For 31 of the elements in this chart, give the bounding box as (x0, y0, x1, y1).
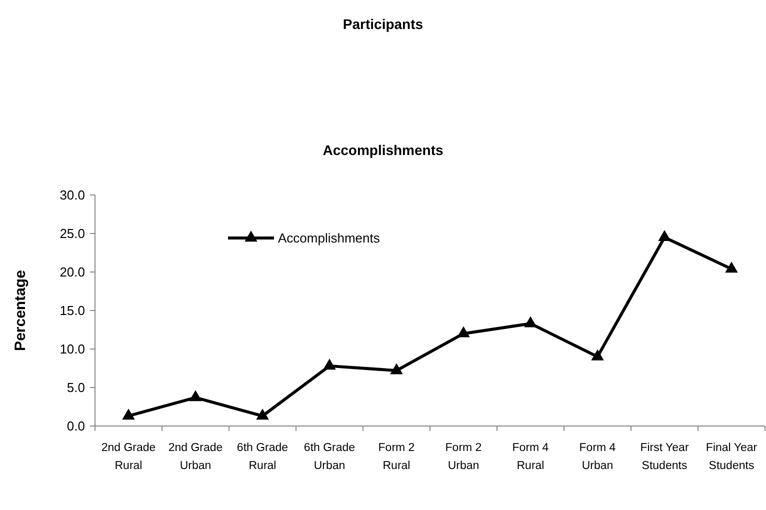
y-tick-label: 30.0 (60, 188, 85, 203)
y-tick-label: 20.0 (60, 264, 85, 280)
y-tick-label: 5.0 (66, 380, 85, 396)
point (122, 408, 135, 420)
point (256, 408, 269, 420)
chart-title: Participants (342, 16, 424, 32)
point (725, 262, 738, 273)
x-tick-label: Form 4 Urban (579, 442, 616, 472)
y-tick-label: 10.0 (60, 342, 85, 357)
x-tick-label: 6th Grade Rural (236, 442, 288, 472)
x-tick-label: Form 2 Rural (378, 442, 415, 472)
point (390, 363, 403, 374)
y-tick-label: 15.0 (60, 303, 85, 318)
x-tick-label: Form 4 Rural (512, 442, 550, 472)
point (591, 349, 604, 360)
x-tick-label: Form 2 Urban (445, 442, 482, 472)
x-tick-label: 6th Grade Urban (304, 442, 356, 472)
y-tick-label: 25.0 (60, 226, 85, 242)
x-tick-label: 2nd Grade Rural (101, 442, 156, 472)
legend-label: Accomplishments (278, 230, 380, 246)
point (189, 390, 202, 402)
point (457, 326, 470, 338)
point (658, 230, 671, 242)
y-axis-title: Percentage (12, 270, 29, 351)
point (323, 358, 336, 370)
point (524, 316, 537, 328)
chart-subtitle: Accomplishments (322, 142, 444, 158)
y-tick-label: 0.0 (66, 418, 85, 434)
x-tick-label: Final Year Students (706, 442, 758, 472)
x-tick-label: First Year Students (640, 442, 689, 472)
x-tick-label: 2nd Grade Urban (168, 442, 223, 472)
